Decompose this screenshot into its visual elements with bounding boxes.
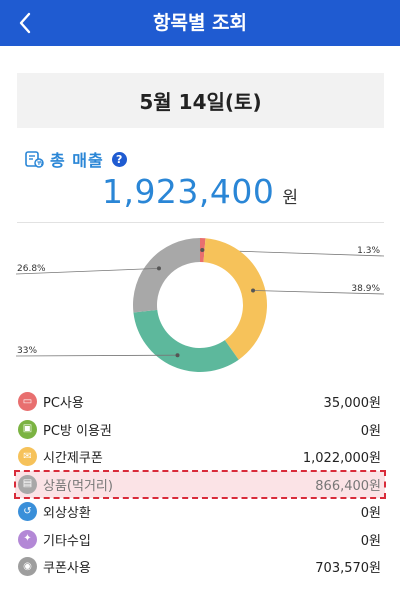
- item-value: 866,400원: [315, 478, 381, 494]
- back-button[interactable]: [10, 8, 40, 38]
- page-title: 항목별 조회: [152, 12, 247, 34]
- chart-leader-line: [15, 267, 159, 275]
- help-icon[interactable]: ?: [111, 151, 127, 167]
- list-item[interactable]: ✦ 기타수입 0원: [15, 526, 385, 554]
- chart-value-label: 38.9%: [351, 284, 380, 294]
- item-value: 703,570원: [315, 561, 381, 577]
- item-value: 1,022,000원: [302, 451, 381, 467]
- list-item[interactable]: ✉ 시간제쿠폰 1,022,000원: [15, 443, 385, 471]
- chevron-left-icon: [19, 12, 31, 34]
- total-sales-label: 총 매출: [50, 151, 104, 170]
- divider: [17, 222, 384, 223]
- date-selector[interactable]: 5월 14일(토): [17, 73, 384, 128]
- chart-leader-line: [15, 354, 178, 357]
- coupon-use-icon: ◉: [18, 557, 37, 577]
- list-item[interactable]: ◉ 쿠폰사용 703,570원: [15, 553, 385, 581]
- chart-slice-3: [133, 309, 239, 372]
- sales-donut-chart: 1.3% 38.9% 33% 26.8%: [15, 238, 385, 372]
- total-sales-unit: 원: [282, 188, 299, 208]
- food-icon: ▤: [18, 474, 37, 494]
- repayment-icon: ↺: [18, 502, 37, 522]
- chart-leader-line: [253, 290, 385, 295]
- svg-text:₩: ₩: [37, 160, 43, 167]
- item-label: 외상상환: [43, 506, 91, 522]
- list-item[interactable]: ↺ 외상상환 0원: [15, 498, 385, 526]
- app-header: 항목별 조회: [0, 0, 400, 46]
- chart-slice-1: [133, 238, 200, 313]
- item-label: PC방 이용권: [43, 423, 112, 439]
- sales-receipt-icon: ₩: [25, 151, 44, 168]
- list-item[interactable]: ▭ PC사용 35,000원: [15, 388, 385, 416]
- chart-leader-dot: [175, 353, 180, 358]
- total-sales-amount-row: 1,923,400 원: [0, 172, 400, 218]
- chart-leader-dot: [251, 288, 256, 293]
- list-item[interactable]: ▤ 상품(먹거리) 866,400원: [14, 469, 386, 499]
- coupon-icon: ✉: [18, 447, 37, 467]
- item-value: 0원: [360, 506, 381, 522]
- pc-icon: ▭: [18, 392, 37, 412]
- etc-income-icon: ✦: [18, 529, 37, 549]
- ticket-icon: ▣: [18, 419, 37, 439]
- chart-value-label: 26.8%: [17, 264, 46, 274]
- chart-leader-dot: [200, 248, 205, 253]
- item-value: 35,000원: [323, 396, 381, 412]
- item-label: 쿠폰사용: [43, 561, 91, 577]
- total-sales-header: ₩ 총 매출 ?: [24, 148, 127, 170]
- item-label: 상품(먹거리): [43, 478, 113, 494]
- chart-slice-2: [203, 238, 267, 360]
- date-label: 5월 14일(토): [139, 90, 262, 114]
- item-value: 0원: [360, 423, 381, 439]
- chart-value-label: 33%: [17, 346, 37, 356]
- item-label: 기타수입: [43, 533, 91, 549]
- sales-item-list: ▭ PC사용 35,000원 ▣ PC방 이용권 0원 ✉ 시간제쿠폰 1,022,000원 ▤ 상…: [14, 388, 386, 581]
- chart-value-label: 1.3%: [357, 246, 380, 256]
- item-label: 시간제쿠폰: [43, 451, 103, 467]
- list-item[interactable]: ▣ PC방 이용권 0원: [15, 416, 385, 444]
- chart-leader-dot: [156, 266, 161, 271]
- item-label: PC사용: [43, 396, 84, 412]
- total-sales-amount: 1,923,400: [101, 172, 275, 211]
- item-value: 0원: [360, 533, 381, 549]
